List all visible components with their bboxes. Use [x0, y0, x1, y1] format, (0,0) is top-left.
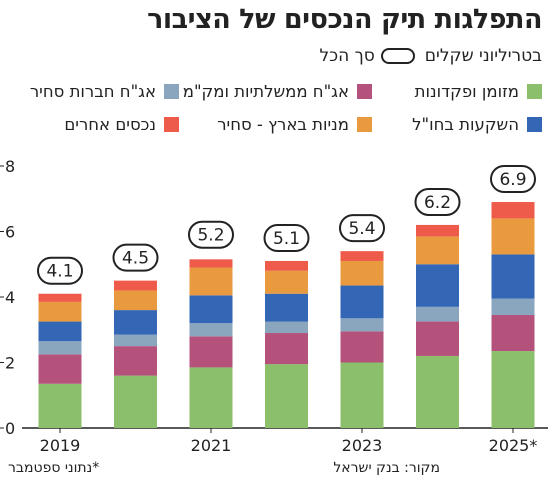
y-tick-label: 8 [5, 157, 15, 176]
bar-segment [416, 236, 459, 265]
bar-segment [416, 355, 459, 428]
legend-item-other: נכסים אחרים [64, 115, 179, 134]
total-pill [414, 187, 461, 216]
legend-item-gov-bonds: אג"ח ממשלתיות ומק"מ [183, 82, 372, 101]
total-label: 6.9 [499, 170, 526, 190]
chart-title: התפלגות תיק הנכסים של הציבור [147, 4, 542, 35]
total-key-label: סך הכל [319, 46, 375, 66]
legend-swatch [164, 117, 179, 132]
bar-segment [38, 354, 82, 384]
bar-segment [491, 202, 535, 219]
bar-segment [114, 280, 157, 291]
bar-segment [189, 259, 233, 268]
total-pill [263, 223, 310, 252]
bar-segment [340, 251, 384, 261]
bar-segment [491, 315, 535, 352]
bar-segment [38, 383, 82, 428]
footer-source: מקור: בנק ישראל [333, 460, 440, 476]
legend-label: אג"ח ממשלתיות ומק"מ [182, 82, 349, 101]
legend-label: אג"ח חברות סחיר [29, 82, 156, 101]
bar-segment [416, 264, 459, 307]
y-tick-label: 4 [5, 288, 15, 307]
total-pill [490, 165, 536, 194]
bar-segment [189, 367, 233, 428]
legend-label: מניות בארץ - סחיר [217, 115, 349, 134]
footer-note: *נתוני ספטמבר [8, 460, 100, 476]
bar-segment [38, 321, 82, 342]
bar-segment [265, 260, 308, 271]
total-label: 6.2 [424, 193, 451, 213]
y-tick-label: 2 [5, 354, 15, 373]
total-label: 4.5 [122, 249, 149, 269]
bar-segment [340, 285, 384, 319]
bar-segment [340, 318, 384, 332]
total-key: סך הכל [319, 46, 415, 66]
bar-segment [265, 293, 308, 322]
total-label: 5.2 [197, 226, 224, 246]
y-tick-label: 6 [5, 223, 15, 242]
bar-segment [265, 270, 308, 294]
x-tick-label: 2019 [40, 436, 81, 455]
legend-label: מזומן ופקדונות [414, 82, 519, 101]
bar-segment [114, 375, 157, 428]
bar-segment [114, 290, 157, 311]
bar-segment [416, 321, 459, 356]
bar-segment [491, 298, 535, 316]
bar-segment [491, 218, 535, 255]
total-pill [339, 214, 385, 243]
units-label: בטריליוני שקלים [424, 46, 542, 66]
legend-swatch [164, 84, 179, 99]
bar-segment [265, 364, 308, 428]
bar-segment [265, 333, 308, 365]
bar-segment [38, 341, 82, 355]
legend-item-domestic-stocks: מניות בארץ - סחיר [217, 115, 372, 134]
bar-segment [340, 362, 384, 428]
legend-label: השקעות בחו"ל [412, 115, 519, 134]
bar-segment [265, 321, 308, 334]
total-pill-icon [380, 48, 415, 64]
bar-segment [189, 295, 233, 324]
x-tick-label: 2025* [489, 436, 538, 455]
bar-segment [189, 267, 233, 296]
bar-segment [114, 346, 157, 376]
total-pill [112, 243, 159, 272]
bar-segment [38, 293, 82, 302]
bar-segment [114, 310, 157, 335]
bar-segment [416, 224, 459, 237]
legend-swatch [357, 117, 372, 132]
x-tick-label: 2023 [342, 436, 383, 455]
bar-segment [189, 323, 233, 337]
bar-segment [189, 336, 233, 368]
bar-segment [416, 306, 459, 322]
total-pill [37, 256, 83, 285]
bar-segment [114, 334, 157, 347]
total-pill [188, 220, 234, 249]
total-label: 5.4 [348, 219, 375, 239]
total-label: 4.1 [46, 262, 73, 282]
y-tick-label: 0 [5, 419, 15, 438]
legend-swatch [357, 84, 372, 99]
legend-item-foreign: השקעות בחו"ל [412, 115, 542, 134]
legend-item-cash: מזומן ופקדונות [415, 82, 542, 101]
legend-swatch [527, 84, 542, 99]
units-row: בטריליוני שקלים סך הכל [319, 46, 542, 66]
bar-segment [38, 301, 82, 322]
legend-item-corp-bonds: אג"ח חברות סחיר [30, 82, 179, 101]
total-label: 5.1 [273, 229, 300, 249]
x-tick-label: 2021 [191, 436, 232, 455]
legend-swatch [527, 117, 542, 132]
bar-segment [491, 351, 535, 428]
bar-segment [491, 254, 535, 299]
legend-label: נכסים אחרים [64, 115, 156, 134]
bar-segment [340, 260, 384, 286]
bar-segment [340, 331, 384, 363]
